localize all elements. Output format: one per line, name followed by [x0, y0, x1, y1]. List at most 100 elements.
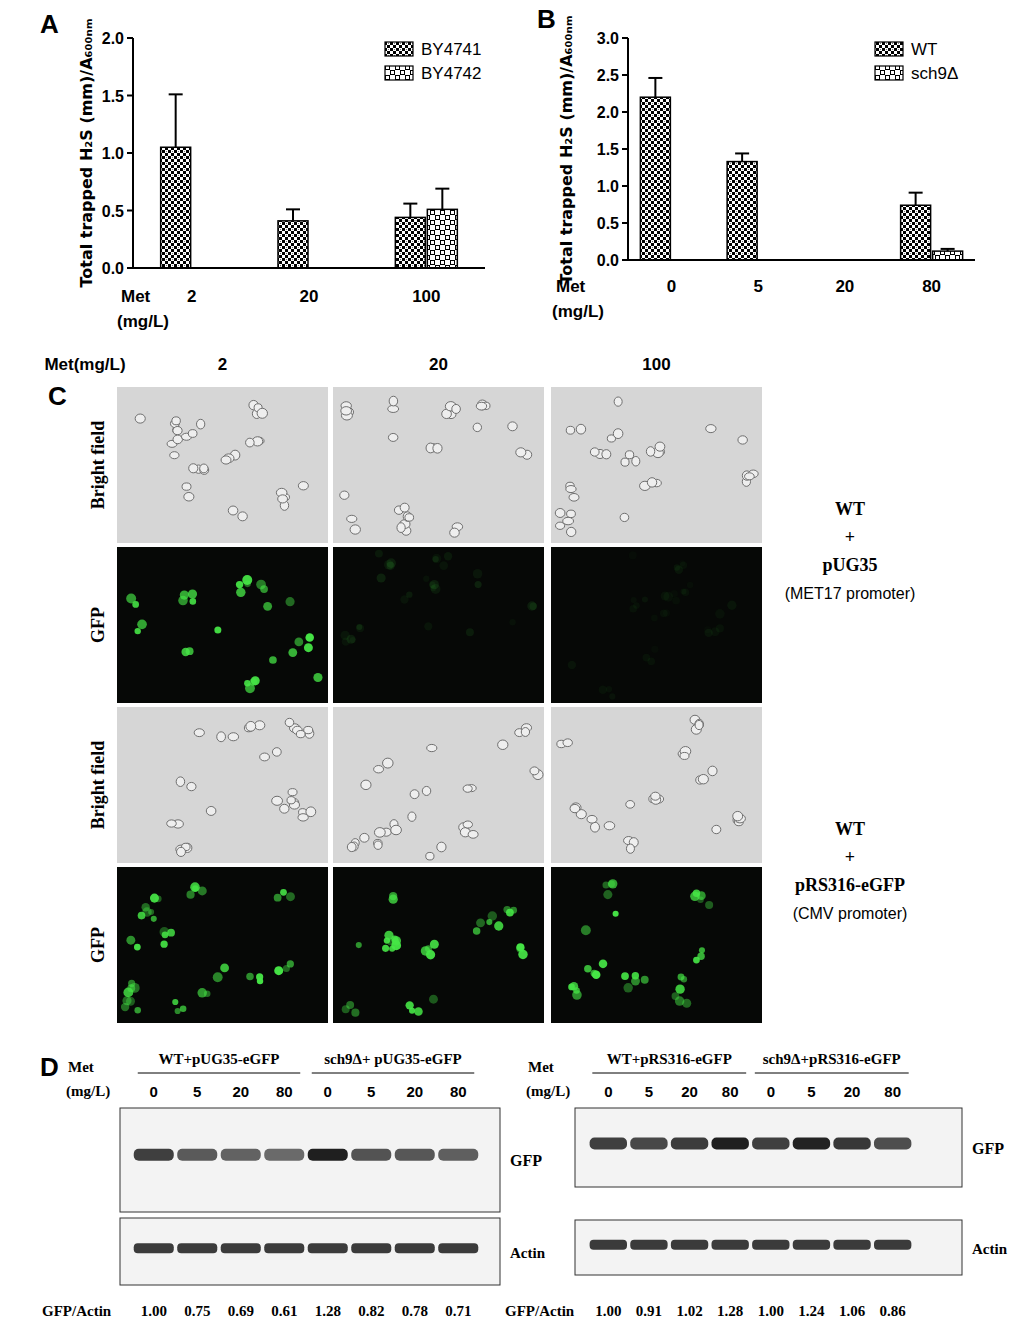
error-cap	[941, 248, 955, 250]
cell	[356, 942, 362, 948]
error-bar	[435, 189, 449, 210]
cell	[220, 963, 229, 972]
cell	[391, 825, 402, 835]
ratio-value: 0.86	[880, 1303, 907, 1319]
cell	[172, 417, 180, 425]
cell	[621, 458, 629, 466]
bar	[395, 217, 425, 268]
blot-frame	[575, 1108, 962, 1187]
error-stem	[175, 94, 177, 147]
legend: BY4741BY4742	[385, 40, 482, 83]
cell	[184, 492, 194, 501]
error-stem	[292, 209, 294, 221]
y-tick	[622, 259, 628, 261]
cell	[712, 825, 721, 833]
cell	[296, 730, 305, 737]
annotation: WT	[835, 499, 865, 519]
cell	[473, 927, 481, 935]
ratio-value: 0.71	[445, 1303, 471, 1319]
cell	[361, 780, 371, 789]
cell	[630, 597, 636, 603]
cell	[180, 1005, 187, 1012]
band-label: GFP	[510, 1152, 542, 1169]
actin-band	[308, 1243, 348, 1253]
cell	[304, 643, 313, 652]
cell	[672, 597, 680, 605]
cell	[178, 596, 188, 606]
group-underline	[312, 1073, 475, 1074]
ratio-label: GFP/Actin	[42, 1303, 112, 1319]
cell	[623, 983, 632, 992]
cell	[568, 661, 576, 669]
ratio-value: 1.06	[839, 1303, 866, 1319]
band-label: GFP	[972, 1140, 1004, 1157]
cell	[738, 436, 747, 444]
cell	[347, 515, 357, 522]
cell	[374, 766, 384, 773]
cell	[651, 792, 660, 800]
cell	[374, 841, 382, 849]
error-cap	[286, 208, 300, 210]
bright-field-image	[333, 387, 544, 543]
cell	[621, 972, 629, 980]
cell	[647, 478, 656, 487]
lane-label: 20	[232, 1083, 249, 1100]
cell	[217, 732, 226, 742]
cell	[591, 970, 598, 977]
cell	[313, 673, 322, 682]
cell	[188, 589, 197, 598]
cell	[384, 937, 390, 943]
cell	[285, 597, 294, 606]
cell	[569, 493, 579, 501]
cell	[257, 978, 263, 984]
cell	[463, 785, 472, 792]
error-stem	[741, 153, 743, 161]
cell	[388, 433, 397, 441]
cell	[423, 576, 429, 582]
actin-band	[833, 1240, 870, 1250]
x-tick-label: 2	[187, 287, 196, 306]
blot: Met(mg/L)WT+pUG35-eGFPsch9Δ+ pUG35-eGFP0…	[42, 1051, 546, 1319]
actin-band	[438, 1243, 478, 1253]
y-tick	[622, 111, 628, 113]
y-tick	[622, 185, 628, 187]
cell	[272, 748, 281, 756]
cell	[708, 766, 717, 776]
panel-c: CMet(mg/L)220100Bright fieldGFPBright fi…	[44, 355, 915, 1023]
panel-label: C	[48, 381, 67, 411]
gfp-band	[177, 1149, 217, 1161]
actin-band	[793, 1240, 830, 1250]
cell	[609, 693, 615, 699]
cell	[272, 796, 283, 805]
gfp-band	[590, 1138, 627, 1150]
ratio-value: 0.75	[184, 1303, 210, 1319]
gfp-band	[630, 1138, 667, 1150]
axis-title: Total trapped H₂S (mm)/A₆₀₀ₙₘ	[77, 18, 96, 287]
cell	[134, 944, 141, 951]
row-label: GFP	[88, 607, 108, 643]
cell	[126, 593, 136, 603]
cell	[452, 404, 461, 413]
met-label: Met	[68, 1059, 94, 1075]
lane-label: 80	[276, 1083, 293, 1100]
y-tick	[622, 37, 628, 39]
cell	[287, 797, 295, 804]
lane-label: 20	[681, 1083, 698, 1100]
error-cap	[735, 152, 749, 154]
actin-band	[590, 1240, 627, 1250]
legend-label: WT	[911, 40, 937, 59]
lane-label: 0	[324, 1083, 332, 1100]
x-tick-label: 80	[922, 277, 941, 296]
cell	[350, 525, 360, 534]
cell	[347, 635, 356, 644]
cell	[375, 550, 383, 558]
cell	[213, 972, 223, 982]
cell	[197, 419, 205, 429]
cell	[134, 1007, 141, 1014]
cell	[186, 891, 194, 899]
cell	[351, 1009, 359, 1017]
y-tick-label: 1.0	[102, 145, 124, 162]
cell	[697, 953, 704, 960]
gfp-band	[134, 1149, 174, 1161]
cell	[450, 528, 460, 537]
